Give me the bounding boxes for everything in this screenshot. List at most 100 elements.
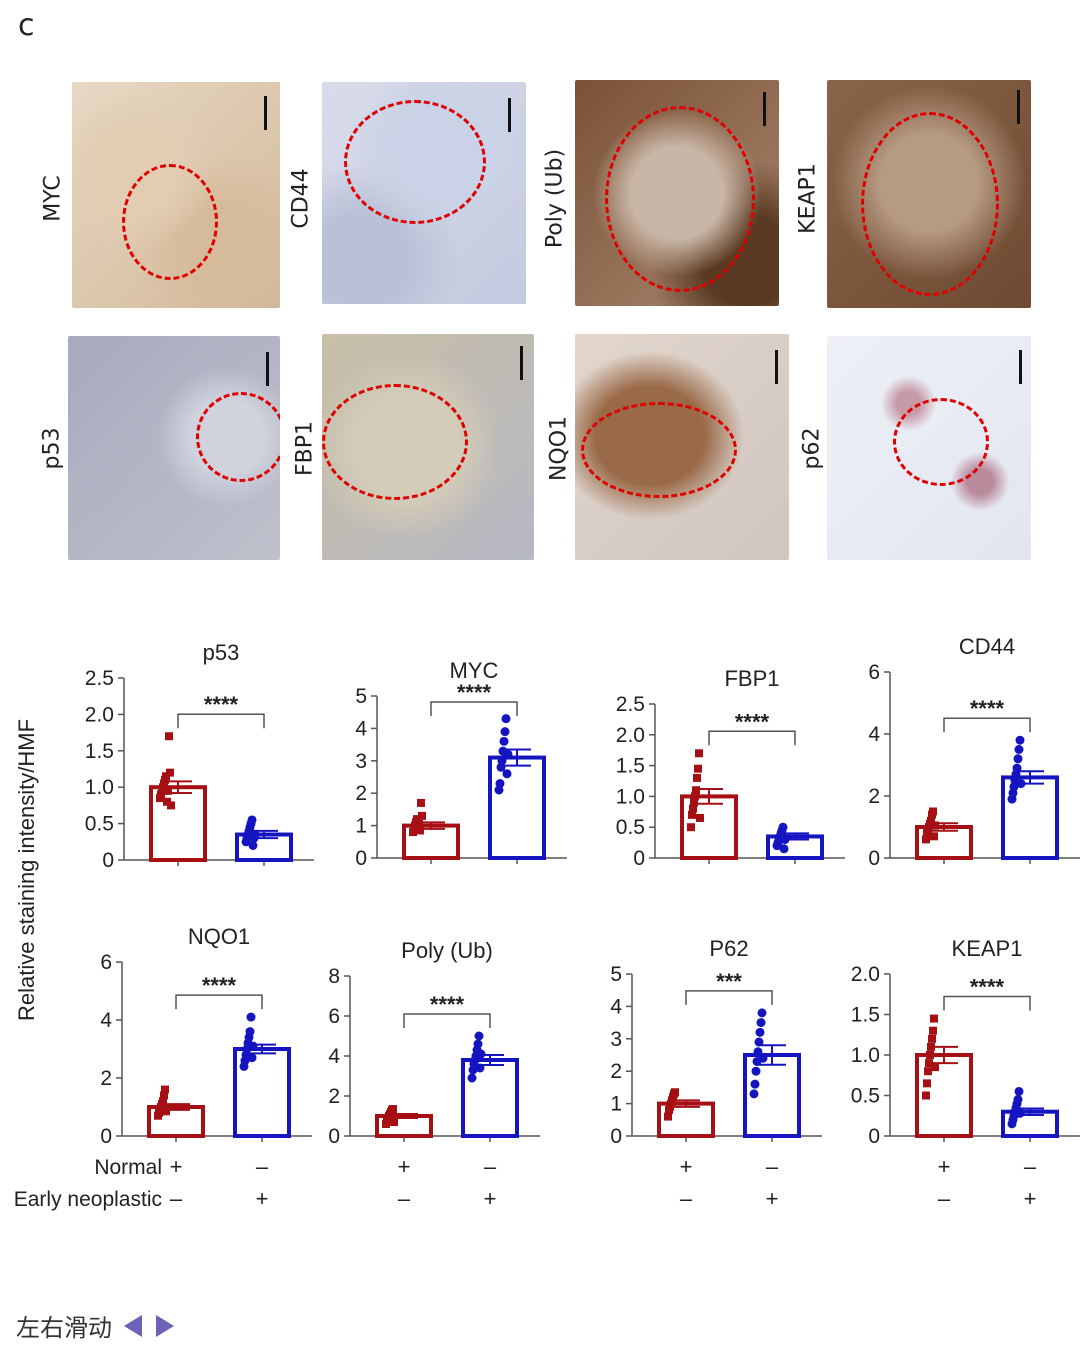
data-point: [502, 769, 512, 779]
chart-p53: p53 0 0.5 1.0 1.5 2.0 2.5 ****: [85, 640, 314, 872]
data-point: [923, 1079, 931, 1088]
data-point: [476, 1049, 486, 1059]
y-tick-label: 1.0: [616, 785, 645, 808]
data-point: [696, 813, 704, 822]
highlight-circle: [122, 164, 218, 280]
data-point: [692, 786, 700, 795]
swipe-hint: 左右滑动: [16, 1314, 112, 1342]
micrograph-label-p62: p62: [799, 427, 825, 470]
data-point: [246, 1012, 256, 1022]
data-point: [495, 778, 505, 788]
data-point: [694, 764, 702, 773]
micrograph-myc: [72, 82, 280, 308]
y-tick-label: 2: [610, 1060, 622, 1083]
arrow-left-icon[interactable]: [124, 1314, 142, 1337]
sign-early: +: [484, 1186, 497, 1211]
bar-early-neoplastic: [488, 755, 546, 860]
highlight-circle: [344, 100, 486, 224]
y-tick-label: 0: [633, 847, 645, 870]
scale-bar: [266, 352, 269, 386]
data-point: [416, 826, 424, 835]
y-tick-label: 5: [355, 685, 367, 708]
data-point: [756, 1018, 766, 1028]
chart-title: FBP1: [724, 666, 779, 691]
y-tick-label: 4: [100, 1009, 112, 1032]
chart-p62: P62 0 1 2 3 4 5 ***: [610, 936, 822, 1148]
y-tick-label: 2.0: [616, 724, 645, 747]
y-tick-label: 1.5: [616, 755, 645, 778]
data-point: [690, 798, 698, 807]
significance-bracket: [685, 990, 773, 1005]
y-tick-label: 2: [328, 1085, 340, 1108]
significance-label: ****: [735, 709, 770, 734]
micrograph-cd44: [322, 82, 526, 304]
sign-early: +: [1024, 1186, 1037, 1211]
significance-bracket: [943, 995, 1031, 1011]
y-tick-label: 3: [355, 750, 367, 773]
data-point: [753, 1047, 763, 1057]
y-tick-label: 0: [610, 1125, 622, 1148]
scale-bar: [520, 346, 523, 380]
data-point: [245, 1027, 255, 1037]
y-tick-label: 4: [610, 995, 622, 1018]
micrograph-keap1: [827, 80, 1031, 308]
sign-normal: +: [938, 1154, 951, 1179]
data-point: [1013, 754, 1023, 764]
chart-nqo1: NQO1 0 2 4 6 ****: [100, 924, 312, 1148]
data-point: [750, 1079, 760, 1089]
scale-bar: [763, 92, 766, 126]
significance-bracket: [430, 701, 518, 716]
sign-early: –: [938, 1186, 951, 1211]
y-tick-label: 2: [355, 782, 367, 805]
scale-bar: [508, 98, 511, 132]
data-point: [1012, 763, 1022, 773]
data-point: [930, 832, 938, 841]
y-tick-label: 0: [102, 849, 114, 872]
data-point: [664, 1112, 672, 1121]
chart-myc: MYC 0 1 2 3 4 5 ****: [355, 658, 567, 870]
y-tick-label: 2.5: [85, 667, 114, 690]
y-tick-label: 1.0: [85, 776, 114, 799]
data-point: [922, 1091, 930, 1100]
y-tick-label: 0: [100, 1125, 112, 1148]
data-point: [1015, 1108, 1025, 1118]
micrograph-p62: [827, 336, 1031, 560]
chart-keap1: KEAP1 0 0.5 1.0 1.5 2.0 ****: [851, 936, 1080, 1148]
significance-label: ****: [202, 973, 237, 998]
significance-bracket: [708, 730, 796, 746]
data-point: [691, 792, 699, 801]
y-tick-label: 1.0: [851, 1044, 880, 1067]
data-point: [688, 810, 696, 819]
sign-early: –: [398, 1186, 411, 1211]
data-point: [687, 823, 695, 832]
sign-normal: –: [766, 1154, 779, 1179]
data-point: [497, 756, 507, 766]
highlight-circle: [196, 392, 280, 482]
data-point: [164, 786, 172, 795]
y-tick-label: 2: [100, 1067, 112, 1090]
sign-early: +: [766, 1186, 779, 1211]
data-point: [779, 844, 789, 854]
data-point: [1014, 1086, 1024, 1096]
footer[interactable]: 左右滑动: [16, 1308, 174, 1343]
data-point: [165, 732, 173, 741]
micrograph-label-keap1: KEAP1: [795, 163, 821, 234]
y-tick-label: 1: [355, 815, 367, 838]
data-point: [929, 1026, 937, 1035]
sign-early: +: [256, 1186, 269, 1211]
y-axis-label: Relative staining intensity/HMF: [14, 719, 39, 1021]
data-point: [780, 835, 790, 845]
y-tick-label: 4: [868, 723, 880, 746]
data-point: [757, 1008, 767, 1018]
y-tick-label: 2.0: [851, 963, 880, 986]
data-point: [693, 773, 701, 782]
group-label-normal: Normal: [94, 1156, 162, 1179]
significance-label: ****: [204, 692, 239, 717]
y-tick-label: 2: [868, 785, 880, 808]
significance-label: ****: [970, 696, 1005, 721]
data-point: [161, 1085, 169, 1094]
data-point: [928, 1034, 936, 1043]
y-tick-label: 1.5: [851, 1004, 880, 1027]
arrow-right-icon[interactable]: [156, 1314, 174, 1337]
sign-normal: +: [680, 1154, 693, 1179]
